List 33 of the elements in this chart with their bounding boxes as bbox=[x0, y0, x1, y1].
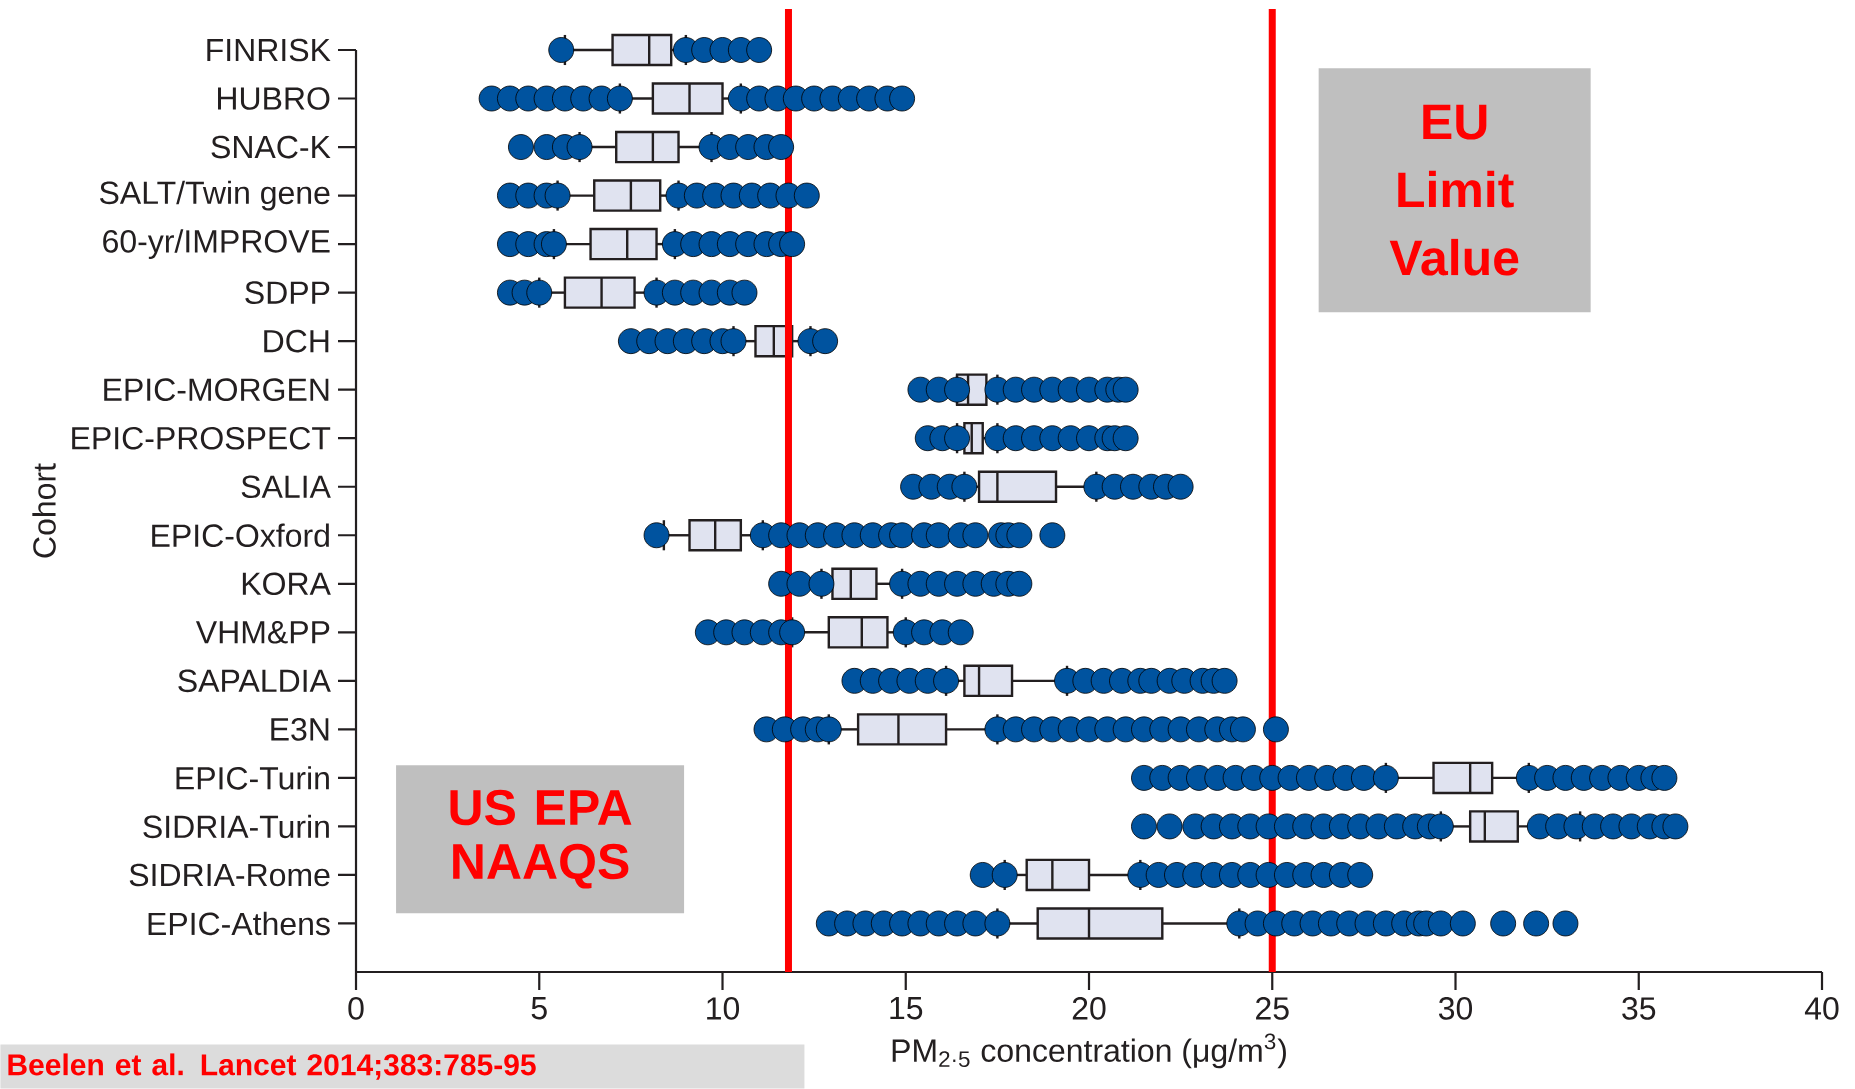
y-tick-label: EPIC-PROSPECT bbox=[72, 426, 331, 450]
y-axis-title: Cohort bbox=[32, 463, 56, 558]
y-tick-label: EPIC-MORGEN bbox=[104, 378, 329, 402]
y-tick-label: EPIC-Oxford bbox=[152, 523, 329, 548]
y-tick-label: SALIA bbox=[241, 475, 331, 499]
ref-line-label: US EPA NAAQS bbox=[450, 789, 632, 889]
y-tick-label: E3N bbox=[271, 718, 329, 741]
y-tick-label: VHM&PP bbox=[195, 621, 330, 644]
y-tick-label: KORA bbox=[242, 572, 331, 596]
y-tick-label: SDPP bbox=[245, 281, 330, 304]
x-tick-label: 5 bbox=[531, 997, 547, 1020]
y-tick-label: SALT/Twin gene bbox=[99, 180, 330, 211]
x-tick-label: 20 bbox=[1072, 997, 1106, 1020]
x-tick-label: 30 bbox=[1438, 997, 1473, 1020]
x-tick-label: 40 bbox=[1804, 997, 1839, 1020]
x-axis-title: PM$_{2·5}$ concentration (μg/m$^{3}$) bbox=[892, 1033, 1286, 1069]
x-tick-label: 10 bbox=[707, 997, 740, 1020]
y-tick-label: SIDRIA-Turin bbox=[143, 814, 329, 839]
y-tick-label: FINRISK bbox=[207, 38, 331, 62]
x-tick-label: 35 bbox=[1622, 997, 1656, 1020]
x-tick-label: 25 bbox=[1256, 997, 1289, 1020]
y-tick-label: HUBRO bbox=[218, 87, 330, 110]
y-tick-label: DCH bbox=[264, 329, 329, 353]
y-tick-label: SAPALDIA bbox=[178, 669, 331, 693]
y-tick-label: 60-yr/IMPROVE bbox=[103, 229, 330, 260]
y-tick-label: EPIC-Athens bbox=[148, 911, 330, 936]
ref-line-label: EU Limit Value bbox=[1389, 104, 1519, 276]
y-tick-label: EPIC-Turin bbox=[176, 766, 329, 790]
y-tick-label: SNAC-K bbox=[211, 135, 331, 159]
text: Beelen et al. Lancet 2014;383:785-95 bbox=[8, 1053, 536, 1080]
y-tick-label: SIDRIA-Rome bbox=[129, 863, 330, 887]
x-tick-label: 0 bbox=[348, 997, 364, 1020]
x-tick-label: 15 bbox=[890, 997, 923, 1020]
